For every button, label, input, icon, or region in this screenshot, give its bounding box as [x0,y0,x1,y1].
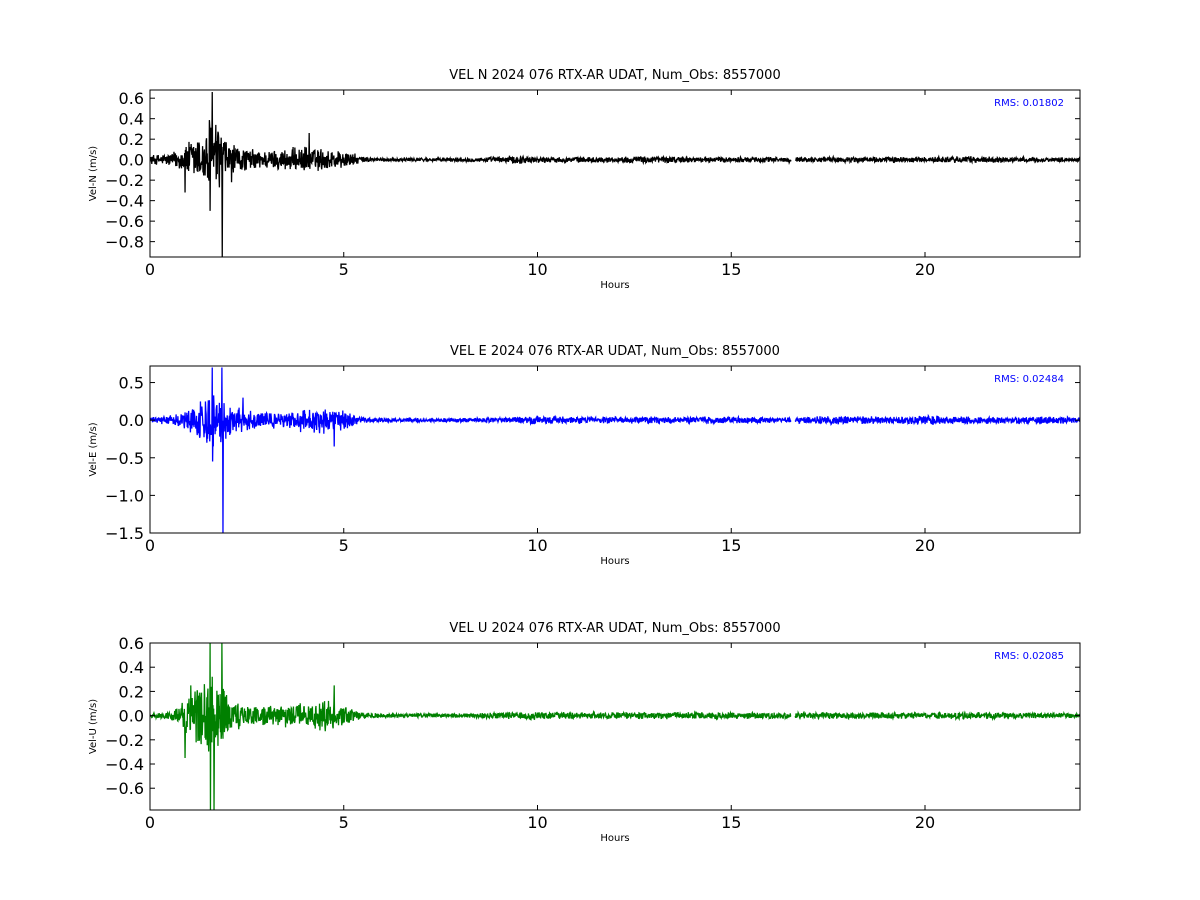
rms-annotation: RMS: 0.02484 [994,374,1064,385]
series-line [150,367,1080,533]
series-line [150,643,1080,810]
x-tick-label: 15 [721,536,741,555]
chart-panel-vel-n: 0 5 10 15 20 −0.8 −0.6−0.4 −0.20.0 0.20.4 0.6 VEL … [88,68,1081,291]
y-tick-label: 0.6 [119,634,144,653]
y-tick-label: −1.5 [105,524,144,543]
axes-frame [149,365,1081,534]
chart-title: VEL U 2024 076 RTX-AR UDAT, Num_Obs: 855… [449,621,780,636]
x-axis-label: Hours [600,280,629,291]
y-axis-label: Vel-U (m/s) [88,699,99,754]
y-tick-label: −1.0 [105,486,144,505]
x-axis-label: Hours [600,833,629,844]
rms-annotation: RMS: 0.02085 [994,651,1064,662]
x-tick-label: 10 [527,536,547,555]
chart-title: VEL N 2024 076 RTX-AR UDAT, Num_Obs: 855… [449,68,780,83]
x-tick-label: 10 [527,260,547,279]
y-tick-label: 0.2 [119,682,144,701]
x-tick-label: 15 [721,813,741,832]
y-tick-label: −0.4 [105,192,144,211]
y-axis-label: Vel-E (m/s) [88,422,99,476]
y-tick-label: −0.6 [105,779,144,798]
x-tick-label: 20 [915,260,935,279]
axes-frame [149,89,1081,258]
y-tick-label: −0.2 [105,731,144,750]
x-tick-label: 5 [339,813,349,832]
y-tick-label: 0.6 [119,89,144,108]
y-tick-label: 0.0 [119,411,144,430]
x-tick-label: 20 [915,536,935,555]
y-tick-label: −0.8 [105,233,144,252]
x-tick-label: 0 [145,813,155,832]
x-tick-label: 20 [915,813,935,832]
y-tick-label: −0.5 [105,449,144,468]
x-tick-label: 0 [145,536,155,555]
x-tick-label: 10 [527,813,547,832]
y-tick-label: 0.0 [119,707,144,726]
chart-panel-vel-u: 0 5 10 15 20 −0.6 −0.4 −0.2 0.0 0.2 0.4 0.6 VEL U 20… [88,621,1081,844]
y-tick-label: 0.4 [119,658,144,677]
y-tick-label: −0.2 [105,171,144,190]
y-tick-label: 0.2 [119,130,144,149]
x-tick-label: 0 [145,260,155,279]
y-tick-label: −0.6 [105,212,144,231]
rms-annotation: RMS: 0.01802 [994,98,1064,109]
series-line [150,92,1080,257]
x-axis-label: Hours [600,556,629,567]
y-tick-label: 0.5 [119,374,144,393]
axes-frame [149,642,1081,811]
chart-panel-vel-e: 0 5 10 15 20 −1.5 −1.0 −0.5 0.0 0.5 VEL E 2024 076… [88,344,1081,567]
y-axis-label: Vel-N (m/s) [88,146,99,201]
x-tick-label: 5 [339,260,349,279]
chart-title: VEL E 2024 076 RTX-AR UDAT, Num_Obs: 855… [450,344,780,359]
y-tick-label: 0.4 [119,110,144,129]
y-tick-label: −0.4 [105,755,144,774]
x-tick-label: 15 [721,260,741,279]
y-tick-label: 0.0 [119,151,144,170]
x-tick-label: 5 [339,536,349,555]
